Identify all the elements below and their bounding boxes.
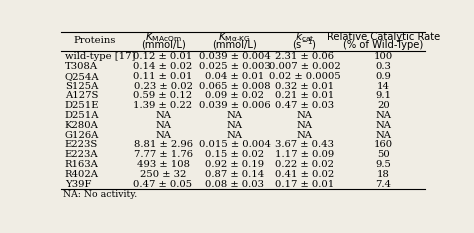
Text: 493 ± 108: 493 ± 108 [137, 160, 190, 169]
Text: (mmol/L): (mmol/L) [212, 40, 257, 50]
Text: 100: 100 [374, 52, 393, 61]
Text: 0.02 ± 0.0005: 0.02 ± 0.0005 [269, 72, 340, 81]
Text: R402A: R402A [65, 170, 99, 179]
Text: NA: NA [296, 111, 312, 120]
Text: 0.9: 0.9 [375, 72, 392, 81]
Text: 0.11 ± 0.01: 0.11 ± 0.01 [133, 72, 193, 81]
Text: 0.025 ± 0.003: 0.025 ± 0.003 [199, 62, 271, 71]
Text: (mmol/L): (mmol/L) [141, 40, 185, 50]
Text: E223S: E223S [65, 140, 98, 149]
Text: 250 ± 32: 250 ± 32 [140, 170, 186, 179]
Text: 14: 14 [377, 82, 390, 90]
Text: 0.065 ± 0.008: 0.065 ± 0.008 [199, 82, 271, 90]
Text: D251A: D251A [65, 111, 99, 120]
Text: E223A: E223A [65, 150, 99, 159]
Text: D251E: D251E [65, 101, 99, 110]
Text: 0.59 ± 0.12: 0.59 ± 0.12 [134, 91, 192, 100]
Text: 0.08 ± 0.03: 0.08 ± 0.03 [205, 180, 264, 189]
Text: 9.1: 9.1 [375, 91, 392, 100]
Text: 50: 50 [377, 150, 390, 159]
Text: 0.17 ± 0.01: 0.17 ± 0.01 [275, 180, 334, 189]
Text: G126A: G126A [65, 130, 99, 140]
Text: 0.039 ± 0.006: 0.039 ± 0.006 [199, 101, 271, 110]
Text: 0.87 ± 0.14: 0.87 ± 0.14 [205, 170, 264, 179]
Text: NA: NA [155, 130, 171, 140]
Text: 160: 160 [374, 140, 393, 149]
Text: NA: NA [155, 121, 171, 130]
Text: Y39F: Y39F [65, 180, 91, 189]
Text: Proteins: Proteins [74, 36, 116, 45]
Text: $k_{\mathrm{cat}}$: $k_{\mathrm{cat}}$ [295, 30, 314, 44]
Text: 9.5: 9.5 [375, 160, 392, 169]
Text: NA: NA [375, 111, 392, 120]
Text: NA: NA [375, 121, 392, 130]
Text: Relative Catalytic Rate: Relative Catalytic Rate [327, 32, 440, 42]
Text: NA: NA [296, 121, 312, 130]
Text: 0.47 ± 0.03: 0.47 ± 0.03 [275, 101, 334, 110]
Text: 0.21 ± 0.01: 0.21 ± 0.01 [275, 91, 334, 100]
Text: 2.31 ± 0.06: 2.31 ± 0.06 [275, 52, 334, 61]
Text: 0.22 ± 0.02: 0.22 ± 0.02 [275, 160, 334, 169]
Text: 0.14 ± 0.02: 0.14 ± 0.02 [133, 62, 192, 71]
Text: NA: No activity.: NA: No activity. [63, 190, 137, 199]
Text: $K_{\mathrm{M\alpha\text{-}KG}}$: $K_{\mathrm{M\alpha\text{-}KG}}$ [218, 30, 251, 44]
Text: 0.23 ± 0.02: 0.23 ± 0.02 [134, 82, 192, 90]
Text: 0.15 ± 0.02: 0.15 ± 0.02 [205, 150, 264, 159]
Text: 7.77 ± 1.76: 7.77 ± 1.76 [134, 150, 192, 159]
Text: Q254A: Q254A [65, 72, 100, 81]
Text: 18: 18 [377, 170, 390, 179]
Text: NA: NA [227, 121, 243, 130]
Text: NA: NA [155, 111, 171, 120]
Text: 0.47 ± 0.05: 0.47 ± 0.05 [134, 180, 192, 189]
Text: R163A: R163A [65, 160, 99, 169]
Text: (% of Wild-Type): (% of Wild-Type) [343, 40, 424, 50]
Text: 0.3: 0.3 [375, 62, 392, 71]
Text: NA: NA [227, 130, 243, 140]
Text: 0.04 ± 0.01: 0.04 ± 0.01 [205, 72, 264, 81]
Text: NA: NA [227, 111, 243, 120]
Text: T308A: T308A [65, 62, 98, 71]
Text: 8.81 ± 2.96: 8.81 ± 2.96 [134, 140, 192, 149]
Text: 0.12 ± 0.01: 0.12 ± 0.01 [133, 52, 192, 61]
Text: NA: NA [296, 130, 312, 140]
Text: 0.015 ± 0.004: 0.015 ± 0.004 [199, 140, 271, 149]
Text: 3.67 ± 0.43: 3.67 ± 0.43 [275, 140, 334, 149]
Text: NA: NA [375, 130, 392, 140]
Text: wild-type [17]: wild-type [17] [65, 52, 135, 61]
Text: 1.39 ± 0.22: 1.39 ± 0.22 [134, 101, 192, 110]
Text: 0.09 ± 0.02: 0.09 ± 0.02 [205, 91, 264, 100]
Text: 20: 20 [377, 101, 390, 110]
Text: 0.41 ± 0.02: 0.41 ± 0.02 [275, 170, 334, 179]
Text: 0.039 ± 0.004: 0.039 ± 0.004 [199, 52, 271, 61]
Text: K280A: K280A [65, 121, 99, 130]
Text: A127S: A127S [65, 91, 98, 100]
Text: $K_{\mathrm{MAcOm}}$: $K_{\mathrm{MAcOm}}$ [145, 30, 182, 44]
Text: 0.92 ± 0.19: 0.92 ± 0.19 [205, 160, 264, 169]
Text: 7.4: 7.4 [375, 180, 392, 189]
Text: S125A: S125A [65, 82, 98, 90]
Text: 1.17 ± 0.09: 1.17 ± 0.09 [275, 150, 334, 159]
Text: (s$^{-1}$): (s$^{-1}$) [292, 38, 317, 52]
Text: 0.32 ± 0.01: 0.32 ± 0.01 [275, 82, 334, 90]
Text: 0.007 ± 0.002: 0.007 ± 0.002 [269, 62, 340, 71]
